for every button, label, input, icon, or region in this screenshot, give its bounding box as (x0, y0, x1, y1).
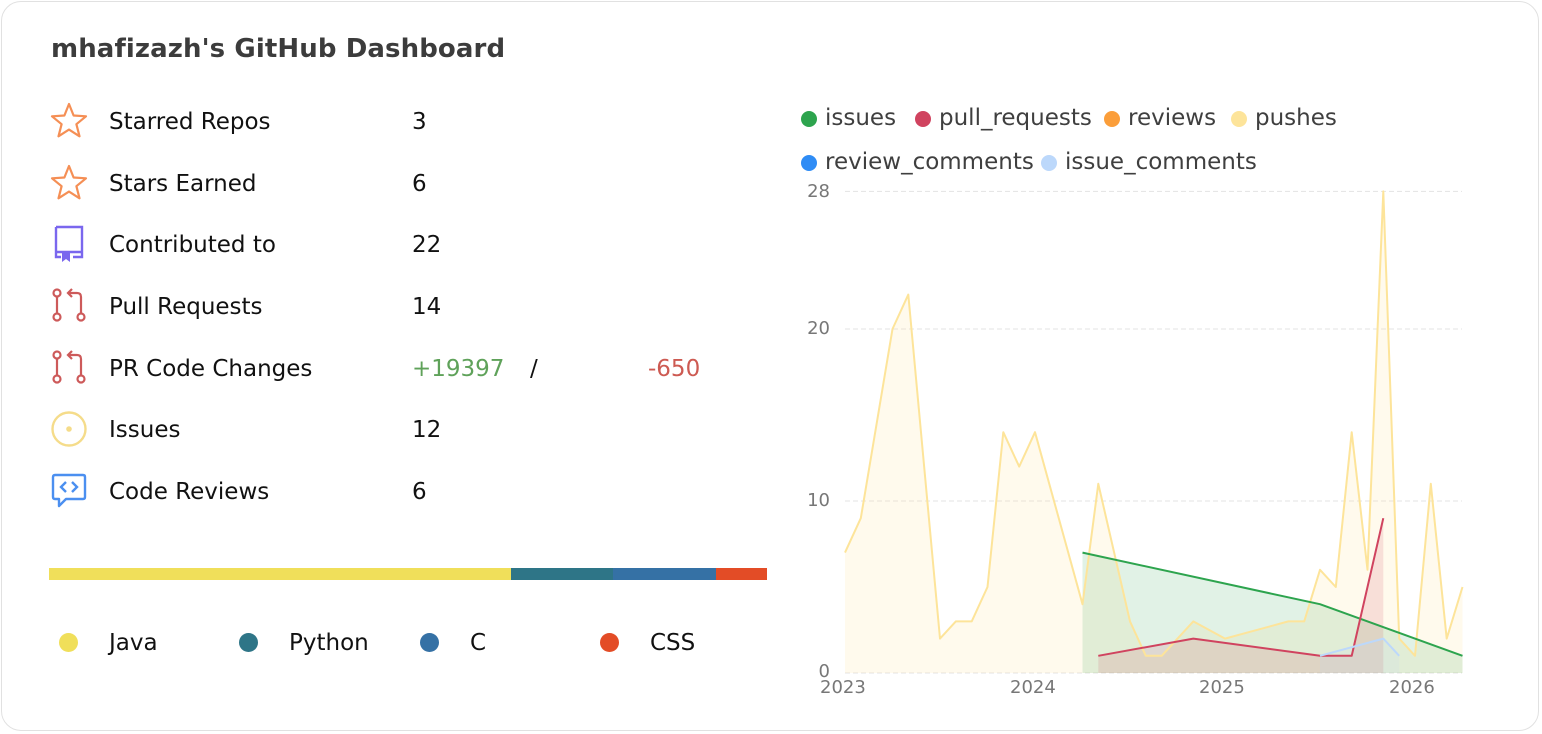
stat-issues: Issues 12 (49, 409, 749, 449)
stat-value: 22 (412, 232, 442, 258)
language-bar (49, 568, 767, 580)
x-tick: 2025 (1199, 677, 1245, 698)
pushes-line (844, 190, 1464, 657)
stat-label: PR Code Changes (109, 356, 313, 382)
legend-dot (1041, 155, 1057, 171)
y-tick: 0 (818, 661, 830, 682)
language-segment-java (49, 568, 512, 580)
legend-dot (1231, 111, 1247, 127)
page-title: mhafizazh's GitHub Dashboard (51, 34, 506, 64)
stat-label: Code Reviews (109, 479, 270, 505)
stat-pull-requests: Pull Requests 14 (49, 286, 749, 326)
separator: / (530, 356, 538, 382)
stat-stars-earned: Stars Earned 6 (49, 163, 749, 203)
stat-label: Contributed to (109, 232, 276, 258)
x-tick: 2026 (1389, 677, 1435, 698)
repo-book-icon (54, 225, 84, 262)
issue-circle-icon (51, 411, 87, 447)
stat-code-reviews: Code Reviews 6 (49, 471, 749, 511)
pull_requests-area (1098, 518, 1384, 673)
legend-label: reviews (1128, 105, 1217, 131)
issue_comments-line (1319, 637, 1400, 657)
additions-value: +19397 (412, 356, 505, 382)
language-name: Java (109, 630, 158, 656)
star-icon (50, 102, 88, 138)
stat-value: 12 (412, 417, 442, 443)
language-dot (239, 633, 258, 652)
y-tick: 20 (807, 318, 830, 339)
stat-value: 3 (412, 109, 427, 135)
stat-label: Pull Requests (109, 294, 263, 320)
legend-label: review_comments (825, 149, 1034, 175)
legend-label: issue_comments (1065, 149, 1257, 175)
stat-value: 6 (412, 171, 427, 197)
star-icon (50, 164, 88, 200)
stat-contributed-to: Contributed to 22 (49, 224, 749, 264)
legend-dot (801, 155, 817, 171)
legend-label: pushes (1255, 105, 1337, 131)
y-tick: 28 (807, 181, 830, 202)
y-tick: 10 (807, 490, 830, 511)
pushes-area (845, 191, 1463, 673)
issue_comments-area (1320, 638, 1400, 673)
language-segment-c (613, 568, 717, 580)
stat-pr-code-changes: PR Code Changes +19397 / -650 (49, 348, 749, 388)
stat-label: Issues (109, 417, 181, 443)
chart-areas (845, 191, 1463, 673)
language-segment-css (716, 568, 767, 580)
stat-value: 6 (412, 479, 427, 505)
stat-value: 14 (412, 294, 442, 320)
legend-dot (801, 111, 817, 127)
language-dot (59, 633, 78, 652)
pull-request-icon (52, 288, 86, 322)
deletions-value: -650 (648, 356, 701, 382)
language-dot (420, 633, 439, 652)
pull-request-icon (52, 350, 86, 384)
chart-lines (844, 190, 1464, 657)
x-tick: 2024 (1010, 677, 1056, 698)
language-name: Python (289, 630, 369, 656)
issues-line (1082, 551, 1463, 657)
x-tick: 2023 (820, 677, 866, 698)
language-dot (600, 633, 619, 652)
stat-starred-repos: Starred Repos 3 (49, 101, 749, 141)
legend-dot (915, 111, 931, 127)
language-name: CSS (650, 630, 696, 656)
legend-dot (1104, 111, 1120, 127)
stat-label: Stars Earned (109, 171, 257, 197)
language-segment-python (511, 568, 614, 580)
legend-label: pull_requests (939, 105, 1092, 131)
stat-label: Starred Repos (109, 109, 271, 135)
code-review-icon (51, 473, 87, 508)
legend-label: issues (825, 105, 897, 131)
language-name: C (470, 630, 487, 656)
